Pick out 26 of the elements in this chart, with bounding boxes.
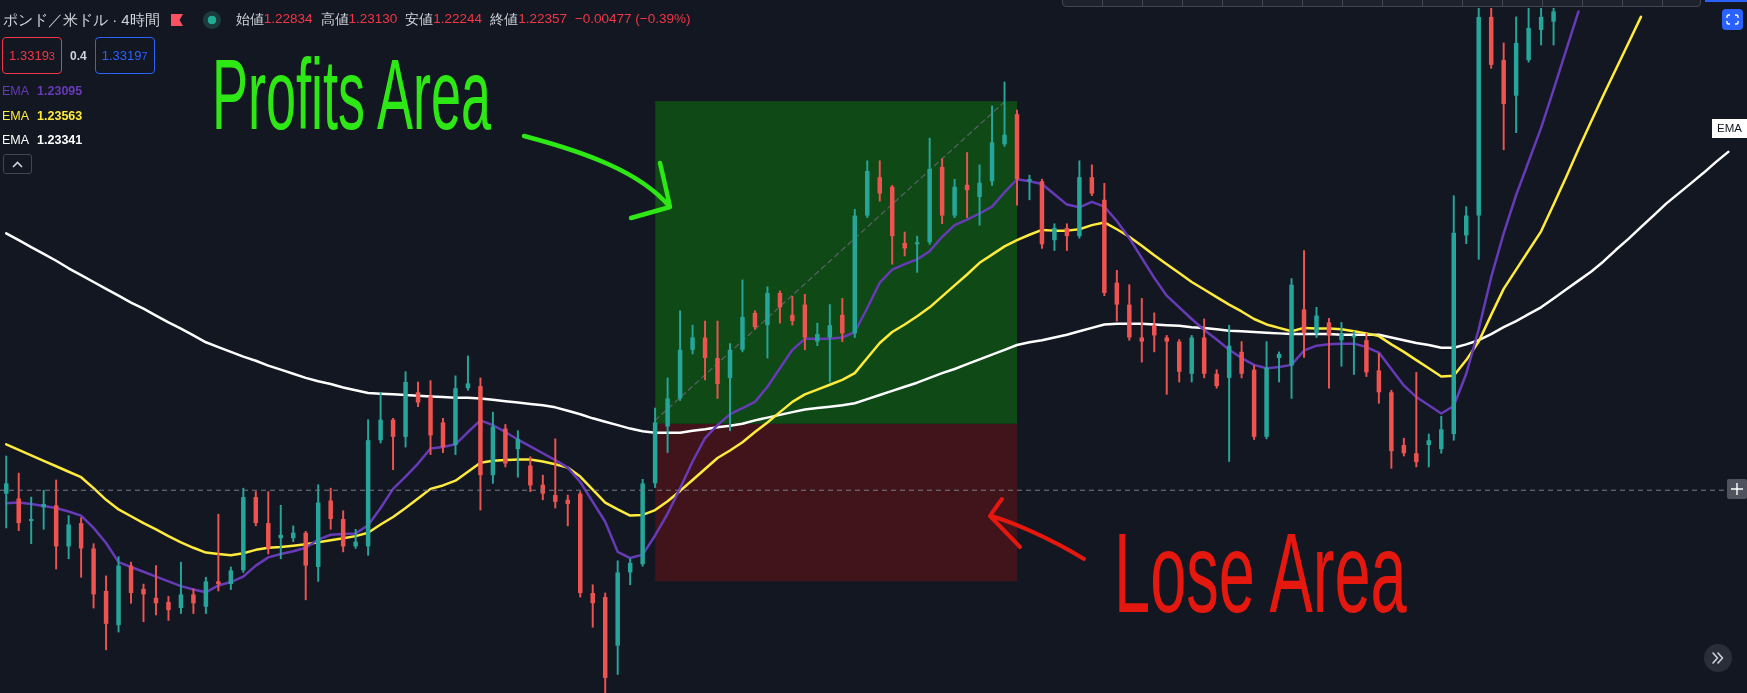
- candlestick: [1414, 372, 1419, 468]
- annotation: 1.23130: [348, 11, 398, 28]
- text: EMA: [2, 108, 30, 123]
- annotation: 1.22834: [263, 11, 313, 28]
- annotation: 高値: [320, 11, 349, 29]
- annotation: 1.23341: [37, 133, 83, 147]
- candlestick: [1139, 298, 1145, 363]
- annotation: 終値: [490, 11, 519, 29]
- annotation: 1.22244: [433, 11, 483, 28]
- annotation: 0.4: [70, 48, 87, 63]
- candlestick: [553, 438, 558, 509]
- annotation: Lose Area: [1114, 509, 1407, 637]
- annotation: −0.00477 (−0.39%): [574, 11, 691, 28]
- text: EMA: [2, 84, 30, 98]
- annotation: 始値: [235, 11, 264, 29]
- chart-title: ポンド／米ドル · 4時間: [3, 10, 160, 30]
- candlestick: [1164, 335, 1169, 395]
- text: EMA: [2, 133, 30, 147]
- annotation: 1.23563: [37, 108, 83, 123]
- annotation: Profits Area: [212, 38, 492, 150]
- candlestick: [41, 489, 46, 530]
- candlestick: [216, 513, 221, 592]
- annotation: EMA: [1712, 119, 1747, 138]
- annotation: 1.23095: [37, 84, 83, 98]
- annotation: 1.22357: [518, 11, 567, 28]
- annotation: 安値: [405, 11, 434, 29]
